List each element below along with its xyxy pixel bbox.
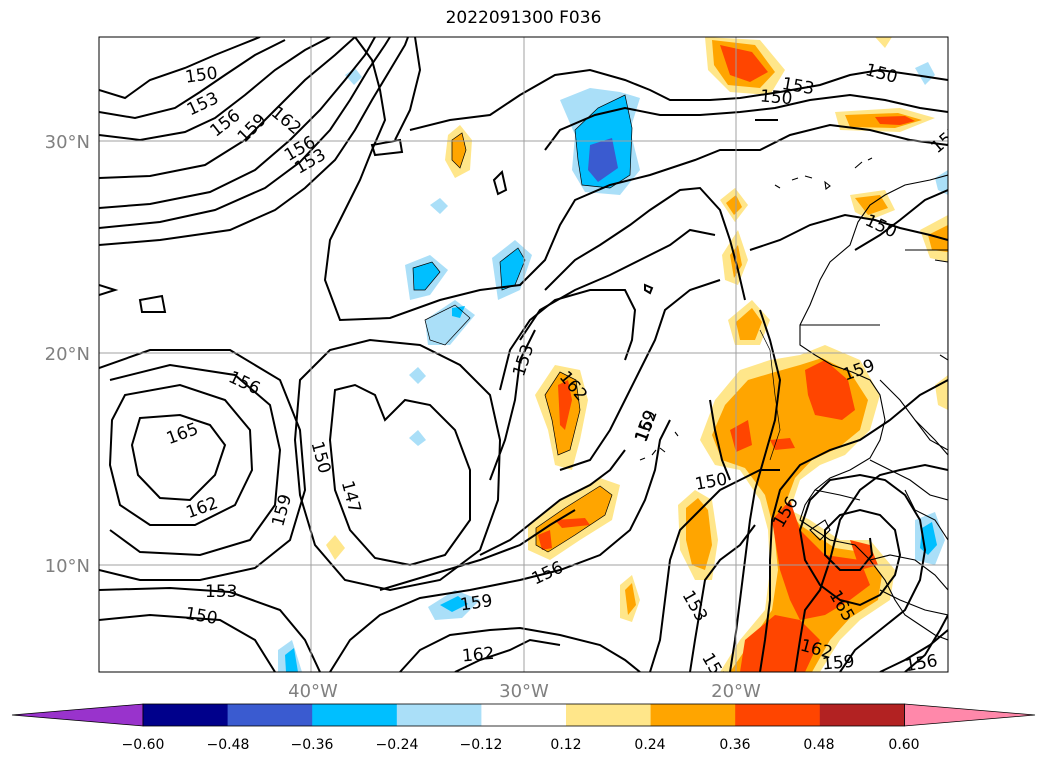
colorbar-segment xyxy=(566,704,652,726)
lat-labels: 30°N 20°N 10°N xyxy=(45,132,90,577)
colorbar-segment xyxy=(396,704,482,726)
contour-label: 153 xyxy=(205,582,237,602)
contour-label: 150 xyxy=(759,86,793,109)
colorbar-tick-label: 0.12 xyxy=(550,737,581,753)
coastlines xyxy=(639,157,948,641)
colorbar-extend-min xyxy=(11,703,144,727)
contour-label: 156 xyxy=(904,651,939,676)
contour-label: 150 xyxy=(184,63,219,87)
colorbar-tick-label: 0.24 xyxy=(634,737,665,753)
map-title: 2022091300 F036 xyxy=(445,8,602,28)
height-contours xyxy=(99,37,948,672)
contour-label: 159 xyxy=(821,652,855,675)
colorbar-segments xyxy=(11,703,1036,727)
map-frame xyxy=(98,36,949,673)
colorbar-tick-label: −0.60 xyxy=(122,737,165,753)
colorbar-tick-label: −0.36 xyxy=(291,737,334,753)
colorbar-segment xyxy=(650,704,736,726)
contour-label: 162 xyxy=(461,644,495,667)
colorbar-extend-max xyxy=(904,703,1036,727)
colorbar-tick-label: 0.48 xyxy=(803,737,834,753)
lon-label: 30°W xyxy=(499,681,549,702)
lon-labels: 40°W 30°W 20°W xyxy=(288,681,761,702)
lon-label: 20°W xyxy=(711,681,761,702)
colorbar-segment xyxy=(312,704,398,726)
colorbar-segment xyxy=(735,704,821,726)
lat-label: 10°N xyxy=(45,556,90,577)
colorbar-tick-label: −0.48 xyxy=(207,737,250,753)
anomaly-outlines xyxy=(412,94,781,553)
colorbar-tick-labels: −0.60 −0.48 −0.36 −0.24 −0.12 0.12 0.24 … xyxy=(122,737,920,753)
colorbar-segment xyxy=(143,704,229,726)
lat-label: 30°N xyxy=(45,132,90,153)
colorbar-tick-label: 0.36 xyxy=(719,737,750,753)
colorbar-tick-label: −0.24 xyxy=(376,737,419,753)
lon-label: 40°W xyxy=(288,681,338,702)
lat-label: 20°N xyxy=(45,344,90,365)
colorbar-segment xyxy=(227,704,313,726)
colorbar-tick-label: −0.12 xyxy=(460,737,503,753)
graticule xyxy=(99,37,948,672)
map-panel: 150 153 156 159 162 156 153 150 153 150 … xyxy=(99,37,948,676)
colorbar-frame xyxy=(142,703,905,727)
colorbar-segment xyxy=(481,704,567,726)
colorbar-tick-label: 0.60 xyxy=(888,737,919,753)
colorbar-segment xyxy=(819,704,905,726)
colorbar: −0.60 −0.48 −0.36 −0.24 −0.12 0.12 0.24 … xyxy=(11,703,1036,753)
contour-label: 159 xyxy=(459,591,494,615)
